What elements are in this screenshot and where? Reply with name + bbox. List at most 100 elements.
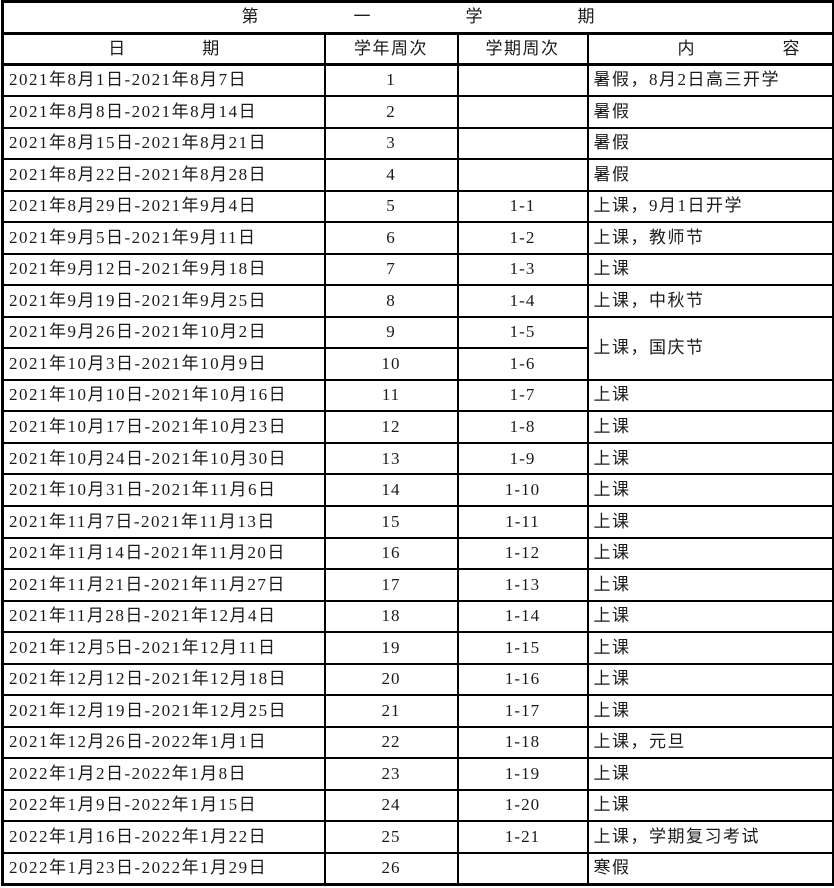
- table-row: 2022年1月9日-2022年1月15日 24 1-20 上课: [1, 788, 834, 823]
- year-week-cell: 6: [323, 221, 459, 255]
- content-cell: 上课: [586, 473, 834, 507]
- content-cell: 上课: [586, 505, 834, 539]
- semester-week-cell: [456, 851, 589, 886]
- content-cell: 暑假: [586, 158, 834, 192]
- table-row: 2021年9月26日-2021年10月2日 9 1-5 上课，国庆节: [1, 315, 834, 381]
- table-row: 2021年8月29日-2021年9月4日 5 1-1 上课，9月1日开学: [1, 189, 834, 224]
- date-cell: 2021年12月12日-2021年12月18日: [1, 662, 326, 697]
- content-cell: 上课，9月1日开学: [586, 189, 834, 224]
- content-cell: 上课，元旦: [586, 725, 834, 760]
- semester-week-cell: 1-12: [456, 536, 589, 571]
- date-cell: 2021年8月8日-2021年8月14日: [1, 95, 326, 129]
- date-cell: 2021年9月19日-2021年9月25日: [1, 284, 326, 318]
- semester-week-cell: 1-9: [456, 441, 589, 476]
- year-week-cell: 17: [323, 568, 459, 602]
- year-week-cell: 26: [323, 851, 459, 886]
- year-week-cell: 13: [323, 441, 459, 476]
- date-cell: 2021年9月26日-2021年10月2日: [1, 315, 326, 350]
- table-row: 2021年9月5日-2021年9月11日 6 1-2 上课，教师节: [1, 221, 834, 255]
- content-cell: 上课，中秋节: [586, 284, 834, 318]
- year-week-cell: 20: [323, 662, 459, 697]
- column-header-semester-week: 学期周次: [456, 32, 589, 67]
- content-cell: 寒假: [586, 851, 834, 886]
- column-header-date: 日期: [1, 32, 326, 67]
- date-cell: 2022年1月9日-2022年1月15日: [1, 788, 326, 823]
- year-week-cell: 3: [323, 126, 459, 161]
- year-week-cell: 11: [323, 378, 459, 413]
- semester-week-cell: 1-4: [456, 284, 589, 318]
- year-week-cell: 10: [323, 347, 459, 381]
- content-cell: 上课，教师节: [586, 221, 834, 255]
- semester-week-cell: 1-14: [456, 599, 589, 634]
- date-cell: 2021年8月1日-2021年8月7日: [1, 63, 326, 98]
- content-cell: 上课: [586, 631, 834, 665]
- semester-week-cell: [456, 126, 589, 161]
- semester-week-cell: [456, 158, 589, 192]
- year-week-cell: 5: [323, 189, 459, 224]
- date-cell: 2021年10月17日-2021年10月23日: [1, 410, 326, 444]
- column-header-year-week: 学年周次: [323, 32, 459, 67]
- table-row: 2021年8月15日-2021年8月21日 3 暑假: [1, 126, 834, 161]
- table-title: 第一学期: [1, 0, 834, 35]
- year-week-cell: 23: [323, 757, 459, 791]
- date-cell: 2021年8月15日-2021年8月21日: [1, 126, 326, 161]
- table-row: 2021年11月21日-2021年11月27日 17 1-13 上课: [1, 568, 834, 602]
- year-week-cell: 21: [323, 694, 459, 728]
- year-week-cell: 15: [323, 505, 459, 539]
- year-week-cell: 24: [323, 788, 459, 823]
- date-cell: 2021年8月29日-2021年9月4日: [1, 189, 326, 224]
- date-cell: 2021年12月5日-2021年12月11日: [1, 631, 326, 665]
- date-cell: 2021年8月22日-2021年8月28日: [1, 158, 326, 192]
- year-week-cell: 4: [323, 158, 459, 192]
- semester-week-cell: 1-17: [456, 694, 589, 728]
- content-cell: 上课: [586, 568, 834, 602]
- table-row: 2021年12月26日-2022年1月1日 22 1-18 上课，元旦: [1, 725, 834, 760]
- table-row: 2021年11月14日-2021年11月20日 16 1-12 上课: [1, 536, 834, 571]
- date-cell: 2022年1月2日-2022年1月8日: [1, 757, 326, 791]
- content-cell: 暑假，8月2日高三开学: [586, 63, 834, 98]
- table-row: 2021年11月7日-2021年11月13日 15 1-11 上课: [1, 505, 834, 539]
- semester-week-cell: 1-13: [456, 568, 589, 602]
- table-row: 2021年10月17日-2021年10月23日 12 1-8 上课: [1, 410, 834, 444]
- table-row: 2022年1月23日-2022年1月29日 26 寒假: [1, 851, 834, 886]
- date-cell: 2021年11月14日-2021年11月20日: [1, 536, 326, 571]
- semester-week-cell: 1-21: [456, 820, 589, 854]
- year-week-cell: 19: [323, 631, 459, 665]
- content-cell: 上课，学期复习考试: [586, 820, 834, 854]
- table-row: 2021年9月12日-2021年9月18日 7 1-3 上课: [1, 252, 834, 287]
- date-cell: 2021年12月26日-2022年1月1日: [1, 725, 326, 760]
- content-cell: 上课: [586, 378, 834, 413]
- date-cell: 2021年10月31日-2021年11月6日: [1, 473, 326, 507]
- content-cell: 上课: [586, 757, 834, 791]
- year-week-cell: 1: [323, 63, 459, 98]
- year-week-cell: 14: [323, 473, 459, 507]
- table-row: 2021年11月28日-2021年12月4日 18 1-14 上课: [1, 599, 834, 634]
- semester-week-cell: 1-10: [456, 473, 589, 507]
- date-cell: 2021年11月21日-2021年11月27日: [1, 568, 326, 602]
- semester-week-cell: 1-16: [456, 662, 589, 697]
- semester-week-cell: 1-19: [456, 757, 589, 791]
- year-week-cell: 25: [323, 820, 459, 854]
- semester-week-cell: 1-1: [456, 189, 589, 224]
- date-cell: 2021年10月24日-2021年10月30日: [1, 441, 326, 476]
- content-cell: 上课: [586, 788, 834, 823]
- content-cell: 暑假: [586, 126, 834, 161]
- table-row: 2021年10月24日-2021年10月30日 13 1-9 上课: [1, 441, 834, 476]
- semester-week-cell: 1-5: [456, 315, 589, 350]
- content-cell: 上课: [586, 662, 834, 697]
- semester-week-cell: [456, 63, 589, 98]
- content-cell: 上课: [586, 410, 834, 444]
- table-title-row: 第一学期: [1, 0, 834, 35]
- date-cell: 2022年1月23日-2022年1月29日: [1, 851, 326, 886]
- date-cell: 2022年1月16日-2022年1月22日: [1, 820, 326, 854]
- year-week-cell: 12: [323, 410, 459, 444]
- semester-week-cell: 1-6: [456, 347, 589, 381]
- semester-week-cell: 1-18: [456, 725, 589, 760]
- content-cell: 上课: [586, 599, 834, 634]
- table-header-row: 日期 学年周次 学期周次 内容: [1, 32, 834, 67]
- content-cell: 上课: [586, 694, 834, 728]
- table-row: 2021年12月5日-2021年12月11日 19 1-15 上课: [1, 631, 834, 665]
- semester-week-cell: 1-11: [456, 505, 589, 539]
